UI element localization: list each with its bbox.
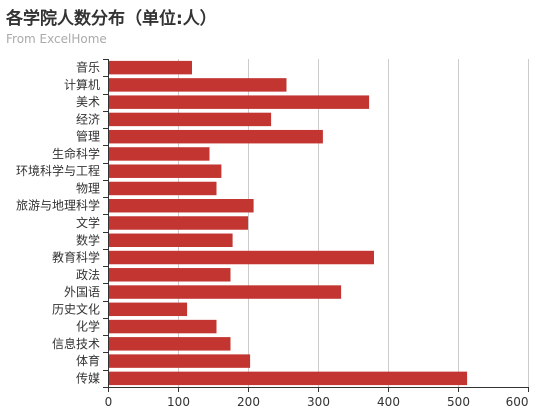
x-tick-label-200: 200 (237, 395, 260, 409)
category-label-15: 化学 (76, 319, 100, 334)
bar-18 (108, 371, 468, 386)
category-label-14: 历史文化 (52, 301, 100, 316)
bar-14 (108, 302, 188, 317)
bar-7 (108, 181, 217, 196)
x-tick-label-300: 300 (307, 395, 330, 409)
bar-17 (108, 354, 251, 368)
bar-6 (108, 164, 222, 178)
category-label-5: 生命科学 (52, 146, 100, 161)
category-label-0: 音乐 (76, 60, 100, 75)
category-label-11: 教育科学 (52, 250, 100, 265)
category-label-9: 文学 (76, 215, 100, 230)
x-tick-label-400: 400 (377, 395, 400, 409)
bar-4 (108, 129, 323, 144)
x-tick-label-100: 100 (167, 395, 190, 409)
bar-0 (108, 60, 192, 75)
category-label-16: 信息技术 (52, 336, 100, 351)
bar-15 (108, 319, 217, 334)
category-label-8: 旅游与地理科学 (16, 198, 100, 213)
category-label-13: 外国语 (64, 285, 100, 299)
category-label-12: 政法 (76, 268, 100, 282)
bar-8 (108, 199, 254, 213)
bar-12 (108, 268, 231, 282)
category-label-1: 计算机 (64, 77, 100, 92)
bar-9 (108, 216, 248, 230)
x-tick-label-0: 0 (105, 395, 113, 409)
bar-5 (108, 147, 210, 161)
bar-16 (108, 337, 231, 351)
category-label-2: 美术 (76, 95, 100, 109)
chart-subtitle: From ExcelHome (6, 32, 107, 46)
category-label-3: 经济 (76, 111, 100, 126)
bar-10 (108, 233, 233, 247)
bar-11 (108, 250, 374, 265)
category-label-18: 传媒 (76, 370, 100, 385)
category-label-17: 体育 (76, 353, 100, 368)
x-tick-label-500: 500 (447, 395, 470, 409)
category-label-7: 物理 (76, 181, 100, 195)
chart-title: 各学院人数分布（单位:人） (6, 9, 217, 29)
bar-13 (108, 285, 342, 299)
x-tick-label-600: 600 (506, 395, 529, 409)
category-label-10: 数学 (76, 232, 100, 247)
category-label-6: 环境科学与工程 (16, 163, 100, 178)
category-label-4: 管理 (76, 129, 100, 144)
bar-2 (108, 95, 370, 109)
bar-3 (108, 112, 272, 127)
bar-1 (108, 78, 287, 92)
